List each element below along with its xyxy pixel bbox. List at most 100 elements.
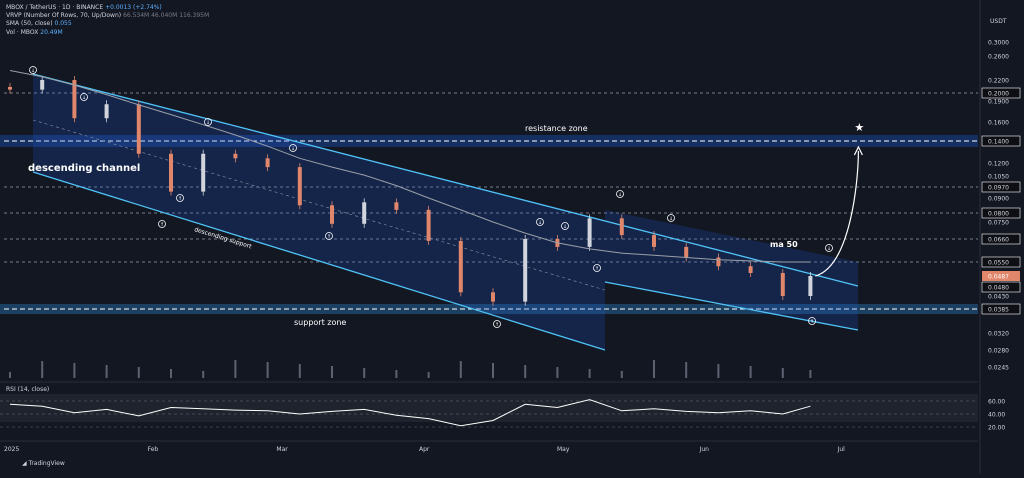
symbol-title[interactable]: MBOX / TetherUS · 1D · BINANCE bbox=[6, 4, 104, 11]
candle-body bbox=[426, 209, 431, 241]
price-tick-label: 0.0800 bbox=[988, 211, 1009, 218]
volume-bar bbox=[781, 368, 784, 378]
price-tag bbox=[981, 303, 1021, 315]
price-tick-label: 0.0900 bbox=[988, 196, 1009, 203]
down-arrow-marker-icon: ↓ bbox=[616, 190, 624, 198]
chart-legend: MBOX / TetherUS · 1D · BINANCE +0.0013 (… bbox=[6, 4, 209, 37]
price-tag bbox=[981, 87, 1021, 99]
rsi-line bbox=[9, 399, 811, 427]
price-tick-label: 0.0750 bbox=[988, 220, 1009, 227]
volume-bar bbox=[9, 372, 11, 378]
marker-ring bbox=[667, 214, 675, 222]
price-tag bbox=[981, 233, 1021, 245]
channel-upper bbox=[32, 73, 859, 287]
down-arrow-marker-icon: ↓ bbox=[825, 244, 833, 252]
volume-bar bbox=[363, 368, 366, 378]
candle-body bbox=[458, 240, 463, 293]
x-tick-label: 2025 bbox=[4, 446, 19, 453]
rsi-label[interactable]: RSI (14, close) bbox=[6, 386, 50, 393]
marker-ring bbox=[176, 194, 184, 202]
price-tick-label: 0.0430 bbox=[988, 294, 1009, 301]
axis-unit[interactable]: USDT bbox=[990, 18, 1007, 25]
marker-glyph: ↓ bbox=[206, 120, 210, 126]
price-tick-label: 0.0550 bbox=[988, 260, 1009, 267]
marker-ring bbox=[825, 244, 833, 252]
candle-body bbox=[72, 80, 77, 119]
current-price-label: 0.0487 bbox=[988, 274, 1009, 281]
marker-ring bbox=[158, 220, 166, 228]
marker-ring bbox=[593, 264, 601, 272]
x-tick-label: Mar bbox=[276, 446, 288, 453]
marker-ring bbox=[493, 320, 501, 328]
candle-body bbox=[491, 292, 495, 302]
tradingview-logo[interactable]: ◢ TradingView bbox=[22, 460, 65, 467]
marker-glyph: ↑ bbox=[495, 322, 499, 328]
candle-body bbox=[523, 239, 528, 302]
down-arrow-marker-icon: ↓ bbox=[289, 144, 297, 152]
marker-ring bbox=[289, 144, 297, 152]
marker-glyph: ↑ bbox=[810, 319, 814, 325]
marker-glyph: ↓ bbox=[82, 95, 86, 101]
sma-label[interactable]: SMA (50, close) bbox=[6, 20, 53, 28]
marker-glyph: ↓ bbox=[827, 246, 831, 252]
volume-bar bbox=[459, 361, 462, 378]
volume-bar bbox=[492, 363, 494, 378]
price-tick-label: 0.1400 bbox=[988, 139, 1009, 146]
volume-bar bbox=[105, 365, 108, 378]
marker-glyph: ↓ bbox=[563, 224, 567, 230]
marker-glyph: ↓ bbox=[618, 192, 622, 198]
x-tick-label: Feb bbox=[148, 446, 159, 453]
volume-bar bbox=[395, 370, 398, 378]
marker-ring bbox=[536, 218, 544, 226]
volume-bar bbox=[41, 361, 44, 378]
price-tick-label: 0.0385 bbox=[988, 307, 1009, 314]
candle-body bbox=[652, 235, 656, 247]
volume-bar bbox=[685, 362, 688, 378]
price-tag bbox=[981, 207, 1021, 219]
marker-glyph: ↑ bbox=[178, 196, 182, 202]
down-arrow-marker-icon: ↓ bbox=[80, 93, 88, 101]
annotation-resistance: resistance zone bbox=[525, 124, 588, 133]
price-tick-label: 0.0660 bbox=[988, 237, 1009, 244]
candle-body bbox=[136, 104, 141, 154]
candle-body bbox=[169, 153, 173, 192]
candle-body bbox=[201, 153, 206, 192]
projection-arrow bbox=[815, 150, 859, 277]
marker-ring bbox=[80, 93, 88, 101]
footer-text: TradingView bbox=[28, 460, 65, 467]
candle-body bbox=[587, 218, 592, 247]
marker-glyph: ↓ bbox=[291, 146, 295, 152]
marker-glyph: ↑ bbox=[595, 266, 599, 272]
rsi-tick-label: 60.00 bbox=[988, 399, 1005, 406]
x-tick-label: Jun bbox=[699, 446, 710, 453]
vrvp-label[interactable]: VRVP (Number Of Rows, 70, Up/Down) bbox=[6, 12, 122, 20]
volume-bar bbox=[170, 369, 172, 378]
sma-line bbox=[9, 70, 811, 263]
candle-body bbox=[619, 218, 624, 236]
candle-body bbox=[104, 104, 109, 119]
annotation-ma: ma 50 bbox=[770, 240, 798, 249]
volume-bar bbox=[809, 370, 812, 378]
price-change: +0.0013 (+2.74%) bbox=[105, 4, 162, 11]
volume-bar bbox=[620, 371, 623, 378]
candle-body bbox=[780, 272, 785, 296]
marker-glyph: ↓ bbox=[669, 216, 673, 222]
volume-bar bbox=[556, 367, 559, 378]
candle-body bbox=[233, 153, 238, 159]
vrvp-values: 66.534M 46.040M 116.395M bbox=[123, 12, 210, 20]
price-tick-label: 0.2200 bbox=[988, 78, 1009, 85]
up-arrow-marker-icon: ↑ bbox=[176, 194, 184, 202]
vol-label[interactable]: Vol · MBOX bbox=[6, 28, 39, 36]
up-arrow-marker-icon: ↑ bbox=[593, 264, 601, 272]
volume-bar bbox=[202, 371, 205, 378]
marker-glyph: ↓ bbox=[538, 220, 542, 226]
marker-ring bbox=[325, 232, 333, 240]
volume-bar bbox=[749, 366, 752, 378]
rsi-tick-label: 40.00 bbox=[988, 412, 1005, 419]
candle-body bbox=[8, 86, 12, 90]
price-tick-label: 0.1900 bbox=[988, 99, 1009, 106]
x-tick-label: Jul bbox=[837, 446, 846, 453]
candle-body bbox=[330, 205, 334, 224]
rsi-tick-label: 20.00 bbox=[988, 425, 1005, 432]
